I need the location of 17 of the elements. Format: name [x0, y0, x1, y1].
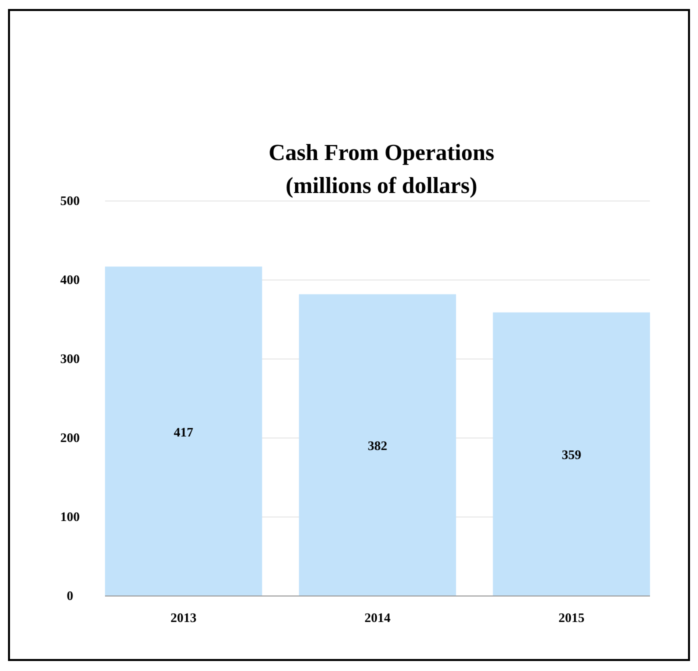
chart-title: Cash From Operations — [268, 140, 494, 165]
bar — [298, 294, 456, 596]
data-label: 417 — [174, 424, 194, 440]
x-tick-label: 2013 — [170, 610, 198, 625]
x-tick-label: 2015 — [558, 610, 585, 625]
y-tick-label: 200 — [60, 430, 80, 445]
y-tick-label: 400 — [60, 272, 80, 287]
data-label: 359 — [562, 447, 582, 462]
y-tick-label: 500 — [60, 193, 80, 208]
data-label: 382 — [368, 438, 388, 454]
bar — [492, 312, 650, 596]
y-tick-label: 100 — [60, 509, 80, 524]
x-tick-label: 2014 — [364, 610, 391, 625]
bar — [105, 266, 262, 596]
y-tick-label: 0 — [66, 588, 74, 603]
y-tick-label: 300 — [60, 351, 80, 366]
chart-subtitle: (millions of dollars) — [286, 173, 478, 198]
